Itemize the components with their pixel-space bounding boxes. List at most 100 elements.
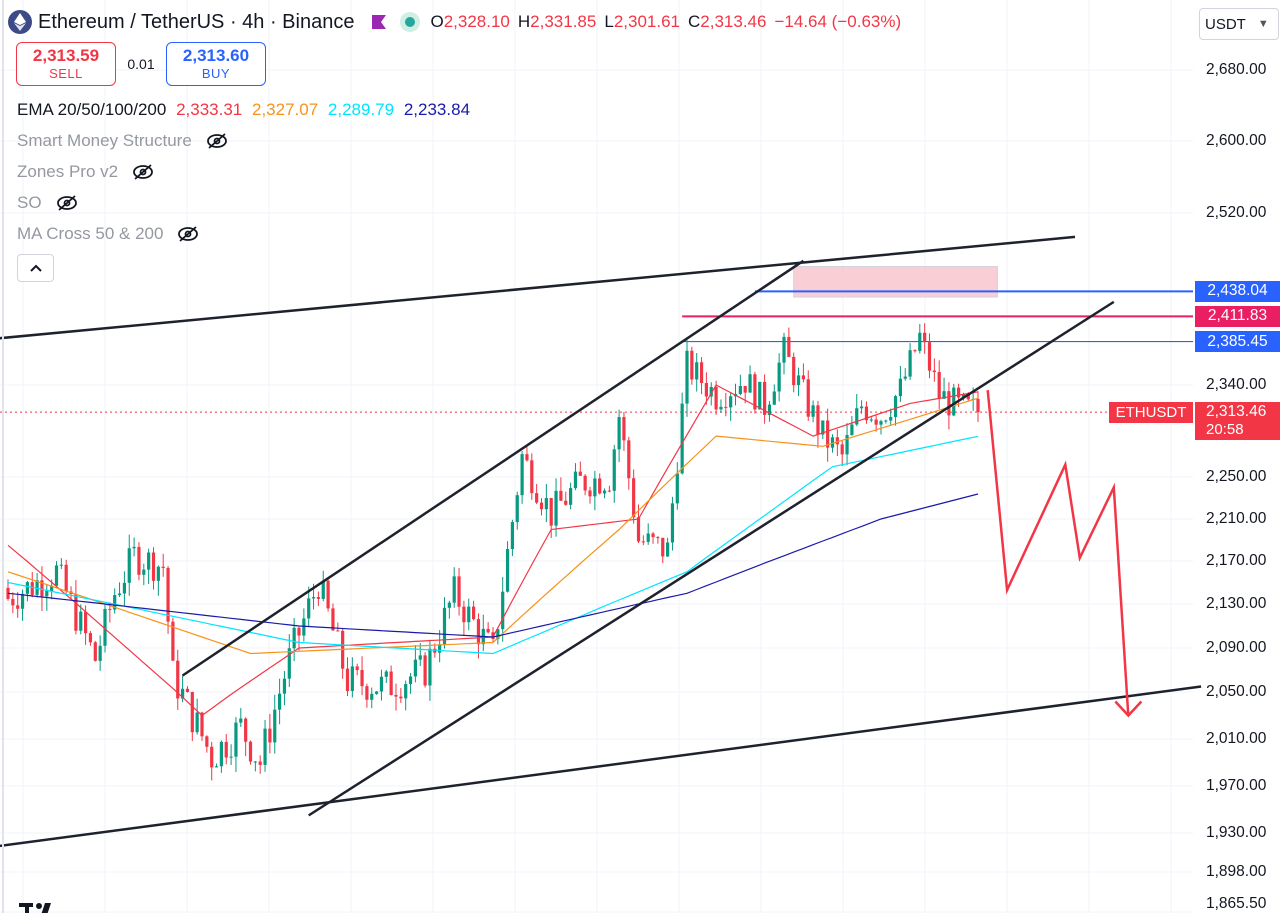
indicator-ma-cross[interactable]: MA Cross 50 & 200 (17, 224, 901, 244)
candle-body (467, 606, 471, 623)
collapse-legend-button[interactable] (17, 254, 54, 282)
eye-off-icon[interactable] (175, 224, 201, 244)
candle-body (219, 741, 223, 767)
candle-body (777, 362, 781, 392)
candle-body (884, 420, 888, 422)
candle-body (113, 595, 117, 610)
candle-body (772, 391, 776, 405)
market-status-icon[interactable] (400, 12, 421, 32)
candle-body (462, 606, 466, 623)
candle-body (413, 659, 417, 677)
ohlc-low: L2,301.61 (604, 12, 681, 31)
candle-body (767, 404, 772, 415)
currency-value: USDT (1205, 15, 1246, 33)
ema-indicator-legend[interactable]: EMA 20/50/100/200 2,333.31 2,327.07 2,28… (17, 100, 901, 120)
indicator-name: Smart Money Structure (17, 131, 192, 150)
candle-body (268, 728, 272, 743)
level-tag-2411: 2,411.83 (1195, 305, 1280, 327)
candle-body (554, 490, 558, 526)
axis-tick-label: 1,865.50 (1206, 895, 1267, 912)
candle-body (45, 590, 49, 597)
indicator-zones-pro[interactable]: Zones Pro v2 (17, 162, 901, 182)
candle-body (845, 435, 849, 455)
axis-tick-label: 2,170.00 (1206, 552, 1267, 569)
candle-body (278, 693, 282, 710)
axis-tick-label: 2,090.00 (1206, 639, 1267, 656)
chart-legend: Ethereum / TetherUS · 4h · Binance O2,32… (8, 8, 901, 282)
candle-body (273, 709, 277, 743)
candle-body (156, 566, 160, 581)
candle-body (816, 405, 820, 435)
candle-body (811, 405, 815, 417)
candle-body (476, 619, 481, 645)
candle-body (35, 580, 39, 595)
eye-off-icon[interactable] (130, 162, 156, 182)
candle-body (326, 580, 330, 609)
axis-tick-label: 2,210.00 (1206, 510, 1267, 527)
candle-body (738, 386, 742, 395)
candle-body (297, 627, 301, 636)
candle-body (719, 406, 723, 410)
eye-off-icon[interactable] (204, 131, 230, 151)
level-tag-2385: 2,385.45 (1195, 331, 1280, 353)
symbol-title[interactable]: Ethereum / TetherUS · 4h · Binance (38, 10, 355, 33)
candle-body (205, 736, 209, 747)
ethereum-logo-icon (8, 10, 32, 34)
candle-body (826, 420, 830, 448)
candle-body (263, 728, 267, 765)
candle-body (389, 671, 393, 695)
candle-body (656, 537, 660, 539)
candle-body (976, 398, 980, 413)
candle-body (311, 597, 316, 599)
candle-body (714, 386, 718, 410)
chart-grid (0, 0, 1193, 913)
candle-body (151, 552, 156, 581)
candle-body (806, 379, 810, 417)
candle-body (792, 356, 796, 386)
trend-drawings (0, 235, 1202, 848)
sell-button[interactable]: 2,313.59 SELL (16, 42, 116, 86)
flag-icon[interactable] (370, 13, 388, 31)
channel-bottom-line (308, 300, 1115, 817)
ema50-line (7, 397, 979, 655)
candle-body (607, 490, 611, 492)
candle-body (224, 741, 228, 758)
tradingview-logo-icon[interactable] (19, 903, 59, 913)
candle-body (239, 718, 243, 723)
candle-body (200, 712, 204, 737)
candle-body (418, 655, 422, 660)
buy-button[interactable]: 2,313.60 BUY (166, 42, 266, 86)
axis-tick-label: 2,010.00 (1206, 730, 1267, 747)
indicator-smart-money[interactable]: Smart Money Structure (17, 131, 901, 151)
candle-body (787, 336, 791, 357)
candle-body (961, 394, 966, 398)
chevron-down-icon: ▼ (1257, 18, 1269, 30)
eye-off-icon[interactable] (54, 193, 80, 213)
currency-select[interactable]: USDT ▼ (1199, 8, 1279, 40)
upper-trendline (0, 235, 1076, 340)
ema-label: EMA 20/50/100/200 (17, 100, 167, 119)
candle-body (855, 408, 859, 425)
candle-body (423, 655, 427, 686)
candle-body (782, 336, 786, 363)
candle-body (59, 564, 63, 566)
candle-body (384, 671, 388, 677)
indicator-so[interactable]: SO (17, 193, 901, 213)
candle-body (729, 396, 733, 408)
candle-body (535, 493, 539, 503)
candle-body (244, 718, 248, 742)
candle-body (122, 582, 126, 594)
price-change: −14.64 (−0.63%) (774, 12, 902, 31)
spread-value: 0.01 (127, 56, 155, 72)
candle-body (491, 632, 495, 639)
chevron-up-icon (29, 264, 42, 272)
ema100-line (7, 435, 979, 655)
price-levels (0, 290, 1193, 413)
candle-body (559, 490, 563, 501)
candle-body (564, 500, 568, 505)
candle-body (316, 597, 320, 599)
candle-body (25, 582, 29, 594)
candle-body (370, 693, 374, 700)
candle-body (632, 478, 636, 518)
